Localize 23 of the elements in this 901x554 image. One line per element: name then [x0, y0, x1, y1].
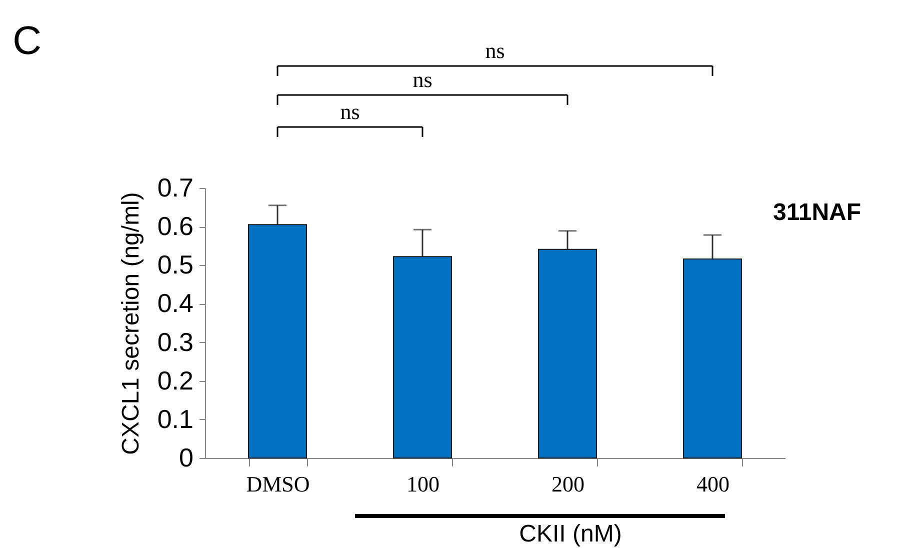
y-tick-label: 0.6: [157, 211, 194, 242]
y-tick-label: 0.1: [157, 404, 194, 434]
x-tick-label: 200: [552, 472, 584, 496]
bar: [538, 248, 597, 458]
text: C: [12, 19, 42, 63]
y-tick-label: 0.3: [157, 326, 194, 357]
y-tick-label: 0.7: [157, 172, 194, 202]
text: ns: [340, 99, 360, 124]
x-tick-label: DMSO: [246, 472, 310, 496]
y-axis-title: CXCL1 secretion (ng/ml): [117, 192, 144, 455]
x-tick-label: 400: [696, 472, 730, 496]
bar: [683, 258, 742, 458]
text: ns: [485, 38, 505, 63]
annotation: 311NAF: [772, 199, 862, 226]
x-axis-title: CKII (nM): [519, 520, 622, 548]
y-tick-label: 0.5: [157, 250, 194, 280]
y-tick-label: 0: [179, 442, 194, 472]
bar: [248, 224, 307, 458]
y-tick-label: 0.2: [157, 365, 194, 396]
bar: [393, 256, 452, 458]
text: ns: [412, 67, 432, 92]
x-tick-label: 100: [406, 472, 440, 496]
y-tick-label: 0.4: [157, 288, 194, 318]
